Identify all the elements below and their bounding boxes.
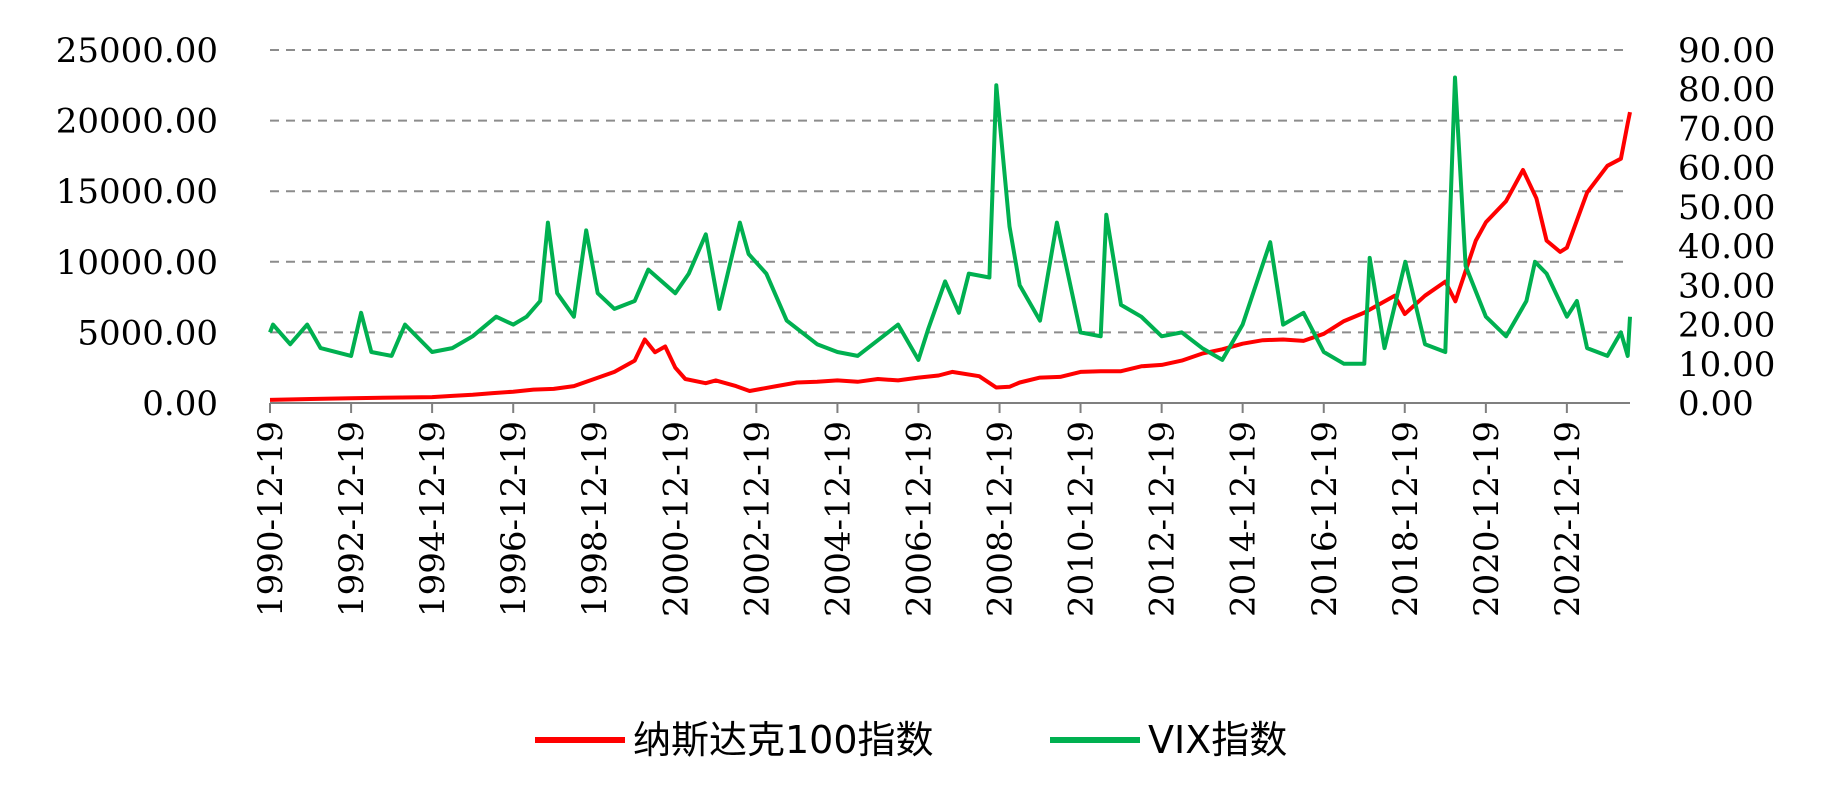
right-tick-label: 50.00 [1678, 188, 1775, 228]
grid-lines [270, 49, 1630, 334]
x-tick-label: 1998-12-19 [575, 421, 615, 617]
x-tick-label: 2016-12-19 [1305, 421, 1345, 617]
right-tick-label: 40.00 [1678, 227, 1775, 267]
right-axis-ticks: 0.0010.0020.0030.0040.0050.0060.0070.008… [1678, 31, 1775, 424]
x-tick-label: 2012-12-19 [1143, 421, 1183, 617]
x-tick-label: 1992-12-19 [332, 421, 372, 617]
right-tick-label: 60.00 [1678, 149, 1775, 189]
right-tick-label: 90.00 [1678, 31, 1775, 71]
left-axis-ticks: 0.00 5000.00 10000.00 15000.00 20000.00 25000… [56, 31, 218, 424]
series-line-0 [269, 111, 1632, 402]
x-tick-label: 2010-12-19 [1062, 421, 1102, 617]
legend: 纳斯达克100指数 VIX指数 [535, 718, 1287, 762]
x-tick-label: 2008-12-19 [981, 421, 1021, 617]
series-line-1 [268, 75, 1632, 366]
x-tick-label: 2004-12-19 [818, 421, 858, 617]
right-tick-label: 30.00 [1678, 266, 1775, 306]
x-tick-label: 2022-12-19 [1548, 421, 1588, 617]
legend-label-nasdaq: 纳斯达克100指数 [633, 718, 934, 762]
x-tick-label: 2018-12-19 [1386, 421, 1426, 617]
left-tick-label: 20000.00 [56, 102, 218, 142]
left-tick-label: 5000.00 [77, 313, 218, 353]
left-tick-label: 0.00 [142, 384, 218, 424]
right-tick-label: 80.00 [1678, 70, 1775, 110]
x-tick-label: 1990-12-19 [251, 421, 291, 617]
x-tick-label: 1996-12-19 [494, 421, 534, 617]
x-tick-label: 2014-12-19 [1224, 421, 1264, 617]
x-tick-label: 2002-12-19 [737, 421, 777, 617]
left-tick-label: 10000.00 [56, 243, 218, 283]
left-tick-label: 25000.00 [56, 31, 218, 71]
right-tick-label: 70.00 [1678, 109, 1775, 149]
x-tick-label: 1994-12-19 [413, 421, 453, 617]
legend-label-vix: VIX指数 [1148, 718, 1287, 762]
x-tick-label: 2006-12-19 [899, 421, 939, 617]
x-tick-label: 2000-12-19 [656, 421, 696, 617]
right-tick-label: 10.00 [1678, 345, 1775, 385]
left-tick-label: 15000.00 [56, 172, 218, 212]
x-tick-label: 2020-12-19 [1467, 421, 1507, 617]
right-tick-label: 20.00 [1678, 306, 1775, 346]
series-lines [268, 75, 1632, 402]
right-tick-label: 0.00 [1678, 384, 1754, 424]
x-axis-ticks: 1990-12-19 1992-12-19 1994-12-19 1996-12-19… [251, 403, 1588, 617]
